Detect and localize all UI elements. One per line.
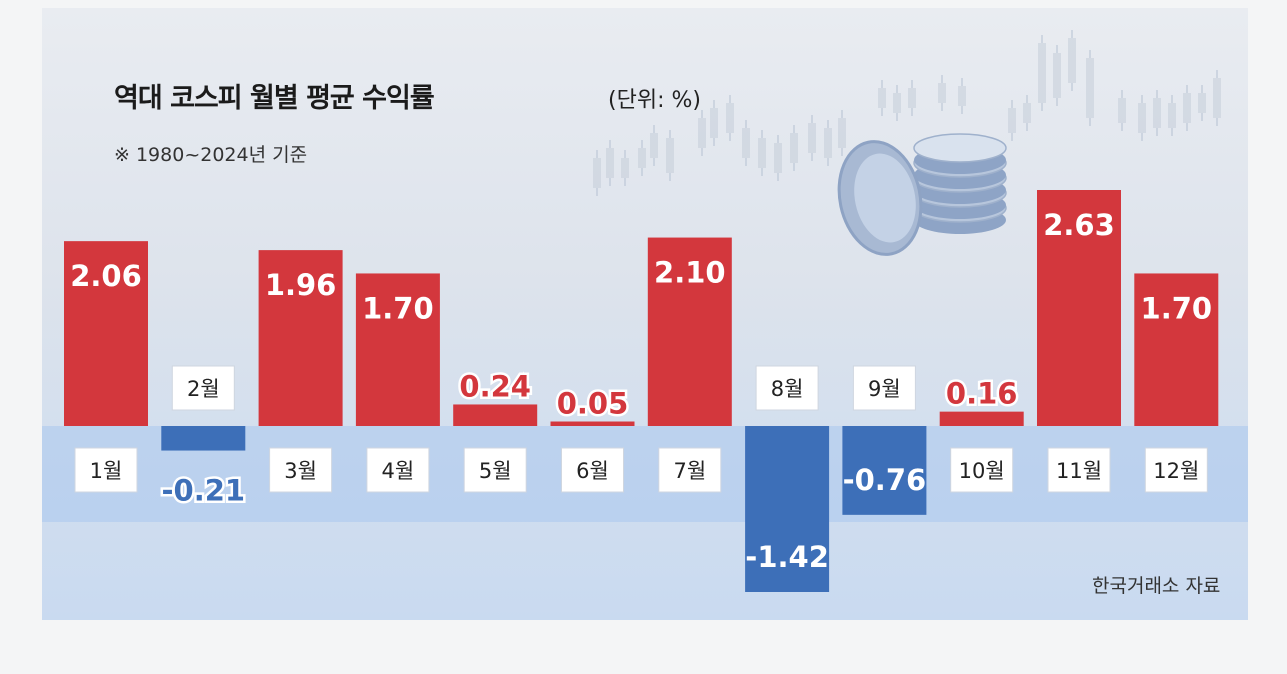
bar-5 xyxy=(453,404,538,426)
chart-title: 역대 코스피 월별 평균 수익률 xyxy=(114,83,435,114)
value-label-3: 1.96 xyxy=(265,268,337,302)
month-label-9: 9월 xyxy=(868,377,901,401)
month-box-8 xyxy=(755,365,819,411)
bar-10 xyxy=(939,411,1024,426)
month-box-6 xyxy=(561,447,624,493)
bar-4 xyxy=(355,273,440,426)
coin-stack xyxy=(837,133,1007,256)
month-label-4: 4월 xyxy=(382,459,415,483)
bar-12 xyxy=(1134,273,1219,426)
value-label-9: -0.76 xyxy=(843,463,927,497)
month-box-3 xyxy=(269,447,333,493)
chart-unit: (단위: %) xyxy=(608,88,701,113)
month-box-5 xyxy=(463,447,527,493)
month-label-1: 1월 xyxy=(90,459,123,483)
bar-2 xyxy=(161,426,246,451)
value-label-5: 0.24 xyxy=(459,369,531,403)
value-label-8: -1.42 xyxy=(745,540,829,574)
month-box-11 xyxy=(1047,447,1111,493)
month-label-3: 3월 xyxy=(284,459,317,483)
month-label-6: 6월 xyxy=(576,459,609,483)
bar-1 xyxy=(64,241,148,426)
chart-source: 한국거래소 자료 xyxy=(1092,575,1221,597)
value-label-10: 0.16 xyxy=(946,377,1018,411)
value-label-6: 0.05 xyxy=(557,387,629,421)
chart-note: ※ 1980~2024년 기준 xyxy=(114,144,308,166)
month-box-10 xyxy=(950,447,1014,493)
month-label-2: 2월 xyxy=(187,377,220,401)
bar-11 xyxy=(1037,190,1121,426)
month-label-11: 11월 xyxy=(1056,459,1102,483)
chart-frame: 2.06 1월 -0.21 2월 1.96 3월 1.70 4월 0.24 5월 0.05 6월 2.1… xyxy=(42,8,1248,620)
value-label-4: 1.70 xyxy=(362,291,434,325)
bar-chart: 2.06 1월 -0.21 2월 1.96 3월 1.70 4월 0.24 5월 0.05 6월 2.1… xyxy=(42,30,1248,592)
bar-6 xyxy=(550,421,635,426)
bar-3 xyxy=(258,250,343,426)
month-box-9 xyxy=(852,365,916,411)
month-label-10: 10월 xyxy=(959,459,1005,483)
month-box-12 xyxy=(1144,447,1208,493)
value-label-7: 2.10 xyxy=(654,256,726,290)
month-box-1 xyxy=(74,447,138,493)
month-box-2 xyxy=(171,365,235,411)
bar-9 xyxy=(842,426,927,515)
month-label-8: 8월 xyxy=(771,377,804,401)
month-label-12: 12월 xyxy=(1153,459,1199,483)
bar-8 xyxy=(745,426,830,592)
month-box-7 xyxy=(658,447,722,493)
value-label-1: 2.06 xyxy=(70,259,142,293)
month-box-4 xyxy=(366,447,430,493)
value-label-12: 1.70 xyxy=(1141,291,1213,325)
value-label-2: -0.21 xyxy=(162,474,246,508)
month-label-7: 7월 xyxy=(673,459,706,483)
value-label-11: 2.63 xyxy=(1043,208,1115,242)
month-label-5: 5월 xyxy=(479,459,512,483)
background-decoration xyxy=(593,30,1221,196)
bar-7 xyxy=(647,237,732,426)
